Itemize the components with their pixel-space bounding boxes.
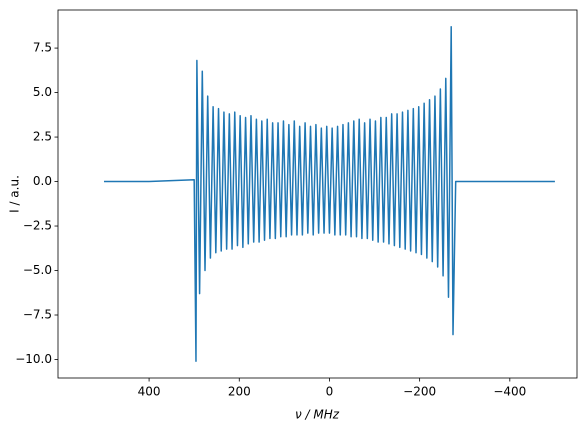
y-tick-label: 5.0 [33,85,52,99]
data-line [103,25,555,363]
x-tick-label: 400 [138,385,161,399]
x-axis-label: ν / MHz [295,408,340,422]
y-tick-label: −10.0 [15,352,52,366]
y-tick-label: 7.5 [33,41,52,55]
y-tick-label: 0.0 [33,174,52,188]
y-axis-label: I / a.u. [8,175,22,213]
plot-frame [57,9,578,379]
x-tick-label: −200 [403,385,436,399]
y-tick-label: −2.5 [23,219,52,233]
x-tick-label: 0 [326,385,334,399]
x-tick-label: 200 [228,385,251,399]
y-tick-label: 2.5 [33,130,52,144]
y-tick-label: −7.5 [23,308,52,322]
x-tick-label: −400 [493,385,526,399]
y-tick-label: −5.0 [23,263,52,277]
